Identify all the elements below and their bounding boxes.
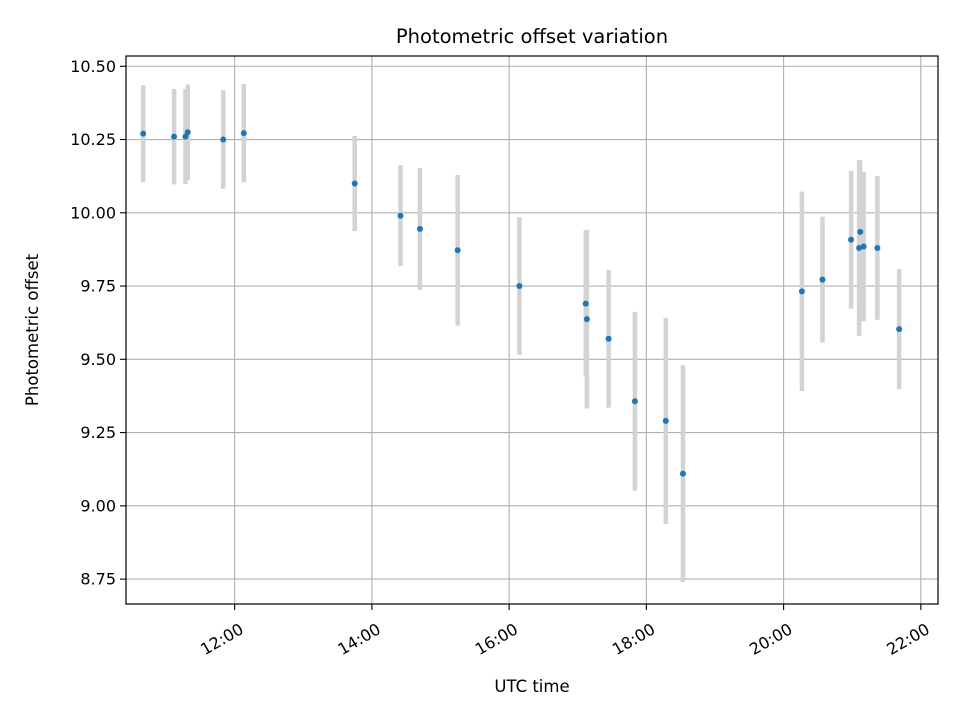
data-points xyxy=(140,129,903,477)
data-point xyxy=(140,130,147,137)
data-point xyxy=(516,283,523,290)
data-point xyxy=(679,470,686,477)
data-point xyxy=(240,130,247,137)
data-point xyxy=(860,243,867,250)
data-point xyxy=(856,244,863,251)
data-point xyxy=(857,228,864,235)
data-point xyxy=(819,276,826,283)
data-point xyxy=(662,417,669,424)
y-tick-label: 8.75 xyxy=(80,570,116,589)
data-point xyxy=(874,244,881,251)
y-tick-label: 10.00 xyxy=(70,203,116,222)
y-tick-label: 10.50 xyxy=(70,57,116,76)
data-point xyxy=(351,180,358,187)
data-point xyxy=(582,300,589,307)
plot-area xyxy=(125,55,939,605)
plot-background xyxy=(126,56,938,604)
x-axis-title: UTC time xyxy=(494,677,569,696)
data-point xyxy=(182,133,189,140)
chart-title: Photometric offset variation xyxy=(396,25,668,48)
data-point xyxy=(184,129,191,136)
data-point xyxy=(397,212,404,219)
data-point xyxy=(416,225,423,232)
data-point xyxy=(171,133,178,140)
y-axis-title: Photometric offset xyxy=(23,253,42,406)
data-point xyxy=(848,236,855,243)
data-point xyxy=(798,288,805,295)
y-tick-label: 9.00 xyxy=(80,496,116,515)
y-tick-label: 10.25 xyxy=(70,130,116,149)
data-point xyxy=(896,326,903,333)
plot-frame xyxy=(125,55,939,605)
data-point xyxy=(605,335,612,342)
y-axis: 8.75 9.00 9.25 9.50 9.75 10.00 10.25 10.50 xyxy=(70,57,126,589)
y-tick-label: 9.75 xyxy=(80,277,116,296)
y-tick-label: 9.50 xyxy=(80,350,116,369)
data-point xyxy=(454,247,461,254)
data-point xyxy=(583,316,590,323)
y-tick-label: 9.25 xyxy=(80,423,116,442)
data-point xyxy=(220,136,227,143)
data-point xyxy=(631,398,638,405)
